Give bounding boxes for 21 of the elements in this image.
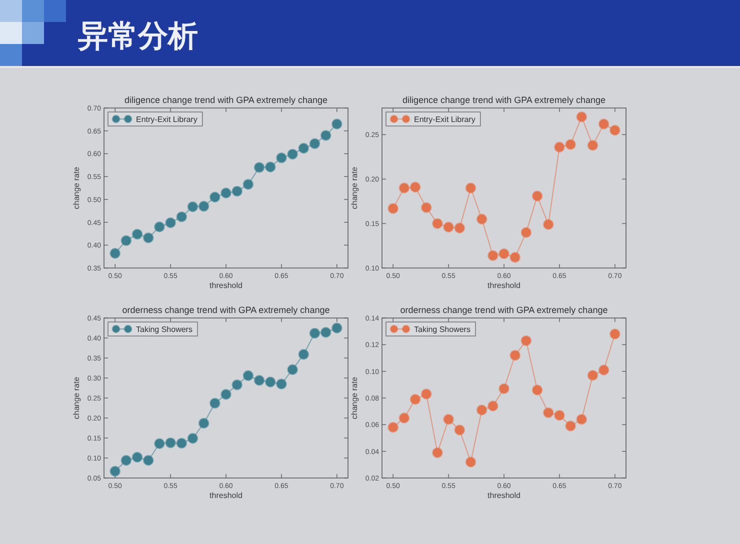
chart-title: diligence change trend with GPA extremely change	[124, 95, 328, 105]
legend-label: Entry-Exit Library	[136, 114, 198, 124]
legend: Taking Showers	[386, 322, 476, 336]
chart-title: diligence change trend with GPA extremely change	[402, 95, 606, 105]
legend: Entry-Exit Library	[108, 112, 203, 126]
y-axis-title: change rate	[72, 166, 81, 210]
text: 异常分析	[77, 20, 198, 53]
chart-title: orderness change trend with GPA extremely change	[122, 305, 330, 315]
legend-label: Entry-Exit Library	[414, 114, 476, 124]
x-axis-title: threshold	[488, 491, 520, 500]
x-axis-title: threshold	[210, 281, 242, 290]
x-axis-title: threshold	[210, 491, 242, 500]
legend-label: Taking Showers	[136, 324, 192, 334]
y-axis-title: change rate	[350, 166, 359, 210]
chart-title: orderness change trend with GPA extremely change	[400, 305, 608, 315]
y-axis-title: change rate	[72, 376, 81, 420]
legend-label: Taking Showers	[414, 324, 470, 334]
legend: Entry-Exit Library	[386, 112, 481, 126]
x-axis-title: threshold	[488, 281, 520, 290]
legend: Taking Showers	[108, 322, 198, 336]
y-axis-title: change rate	[350, 376, 359, 420]
